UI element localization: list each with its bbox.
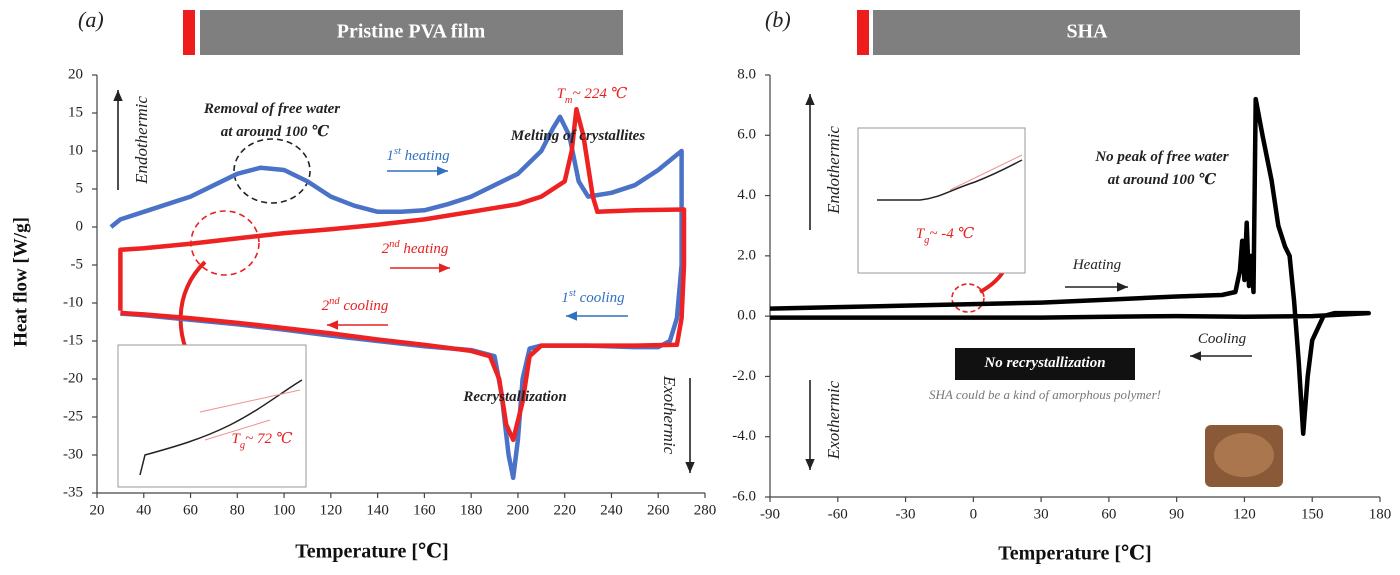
annotation-part: ~ -4 ℃ <box>929 226 974 242</box>
y-tick-label: -25 <box>63 408 83 424</box>
annotation: 2nd cooling <box>322 296 389 315</box>
chart-title: Pristine PVA film <box>337 21 486 43</box>
x-tick-label: -30 <box>896 506 916 522</box>
x-tick-label: 140 <box>366 502 389 518</box>
annotation-part: 1 <box>561 290 569 306</box>
x-tick-label: 180 <box>460 502 483 518</box>
annotation: No peak of free water <box>1094 149 1228 165</box>
x-tick-label: 20 <box>90 502 105 518</box>
annotation-part: Cooling <box>1198 331 1247 347</box>
annotation-part: No recrystallization <box>983 355 1105 371</box>
x-tick-label: 30 <box>1034 506 1049 522</box>
inset-frame <box>118 345 306 487</box>
annotation-part: ~ 72 ℃ <box>245 431 293 447</box>
annotation: Exothermic <box>660 375 679 455</box>
y-tick-label: 4.0 <box>737 187 756 203</box>
banner-mark <box>183 10 195 55</box>
banner-mark <box>857 10 869 55</box>
y-tick-label: -5 <box>71 256 84 272</box>
annotation: at around 100 ℃ <box>1108 172 1216 188</box>
annotation: Heating <box>1072 257 1122 273</box>
figure: (a) Pristine PVA film -35 -30 -25 -20 -15 -10 -5… <box>0 0 1400 575</box>
panel-label: (b) <box>765 7 791 32</box>
x-tick-label: 160 <box>413 502 436 518</box>
y-tick-label: 8.0 <box>737 66 756 82</box>
annotation: 2nd heating <box>382 239 449 258</box>
annotation-part: Exothermic <box>660 375 679 455</box>
x-tick-label: 0 <box>970 506 978 522</box>
y-tick-label: -10 <box>63 294 83 310</box>
annotation: Removal of free water <box>203 101 340 117</box>
x-tick-label: 120 <box>320 502 343 518</box>
annotation: 1st cooling <box>561 288 625 307</box>
y-tick-label: -30 <box>63 446 83 462</box>
x-tick-label: 240 <box>600 502 623 518</box>
annotation: Melting of crystallites <box>510 128 645 144</box>
x-tick-label: -90 <box>760 506 780 522</box>
annotation-part: at around 100 ℃ <box>1108 172 1216 188</box>
x-tick-label: 280 <box>694 502 717 518</box>
annotation-part: at around 100 ℃ <box>221 124 329 140</box>
y-tick-label: -2.0 <box>732 368 756 384</box>
annotation: Exothermic <box>824 380 843 460</box>
y-tick-label: 6.0 <box>737 127 756 143</box>
annotation-part: cooling <box>576 290 625 306</box>
annotation-part: 1 <box>386 148 394 164</box>
annotation-part: SHA could be a kind of amorphous polymer… <box>929 387 1161 402</box>
annotation-part: Removal of free water <box>203 101 340 117</box>
x-tick-label: 260 <box>647 502 670 518</box>
annotation: SHA could be a kind of amorphous polymer… <box>929 387 1161 402</box>
annotation-part: cooling <box>340 298 389 314</box>
annotation-part: No peak of free water <box>1094 149 1228 165</box>
x-tick-label: 220 <box>553 502 576 518</box>
y-tick-label: -4.0 <box>732 428 756 444</box>
annotation-part: Exothermic <box>824 380 843 460</box>
annotation-part: Endothermic <box>132 96 151 185</box>
annotation: Endothermic <box>824 126 843 215</box>
x-tick-label: 100 <box>273 502 296 518</box>
annotation: Cooling <box>1198 331 1247 347</box>
x-tick-label: 120 <box>1233 506 1256 522</box>
x-tick-label: 60 <box>1101 506 1116 522</box>
x-tick-label: 90 <box>1169 506 1184 522</box>
y-tick-label: 2.0 <box>737 247 756 263</box>
panel-label: (a) <box>78 7 104 32</box>
annotation-part: heating <box>400 241 449 257</box>
annotation: Tm~ 224 ℃ <box>557 86 628 105</box>
y-tick-label: -15 <box>63 332 83 348</box>
annotation: Recrystallization <box>462 389 566 405</box>
chart-title: SHA <box>1066 21 1108 43</box>
x-tick-label: 180 <box>1369 506 1392 522</box>
x-tick-label: -60 <box>828 506 848 522</box>
annotation-part: Recrystallization <box>462 389 566 405</box>
annotation: No recrystallization <box>983 355 1105 371</box>
annotation-part: ~ 224 ℃ <box>573 86 628 102</box>
x-tick-label: 80 <box>230 502 245 518</box>
annotation: at around 100 ℃ <box>221 124 329 140</box>
annotation-part: Endothermic <box>824 126 843 215</box>
y-axis-label: Heat flow [W/g] <box>10 217 31 347</box>
y-tick-label: 10 <box>68 142 83 158</box>
x-axis-label: Temperature [℃] <box>998 543 1151 565</box>
sample-photo-detail <box>1214 433 1274 477</box>
y-tick-label: 20 <box>68 66 83 82</box>
y-tick-label: -20 <box>63 370 83 386</box>
x-tick-label: 200 <box>507 502 530 518</box>
x-tick-label: 40 <box>136 502 151 518</box>
annotation: 1st heating <box>386 146 450 165</box>
y-tick-label: -6.0 <box>732 488 756 504</box>
y-tick-label: -35 <box>63 484 83 500</box>
y-tick-label: 0.0 <box>737 308 756 324</box>
x-tick-label: 60 <box>183 502 198 518</box>
y-tick-label: 5 <box>76 180 84 196</box>
annotation: Endothermic <box>132 96 151 185</box>
annotation-part: heating <box>401 148 450 164</box>
y-tick-label: 0 <box>76 218 84 234</box>
x-tick-label: 150 <box>1301 506 1324 522</box>
x-axis-label: Temperature [℃] <box>295 541 448 563</box>
highlight-circle <box>952 284 984 312</box>
y-tick-label: 15 <box>68 104 83 120</box>
annotation-part: Heating <box>1072 257 1122 273</box>
annotation-part: Melting of crystallites <box>510 128 645 144</box>
